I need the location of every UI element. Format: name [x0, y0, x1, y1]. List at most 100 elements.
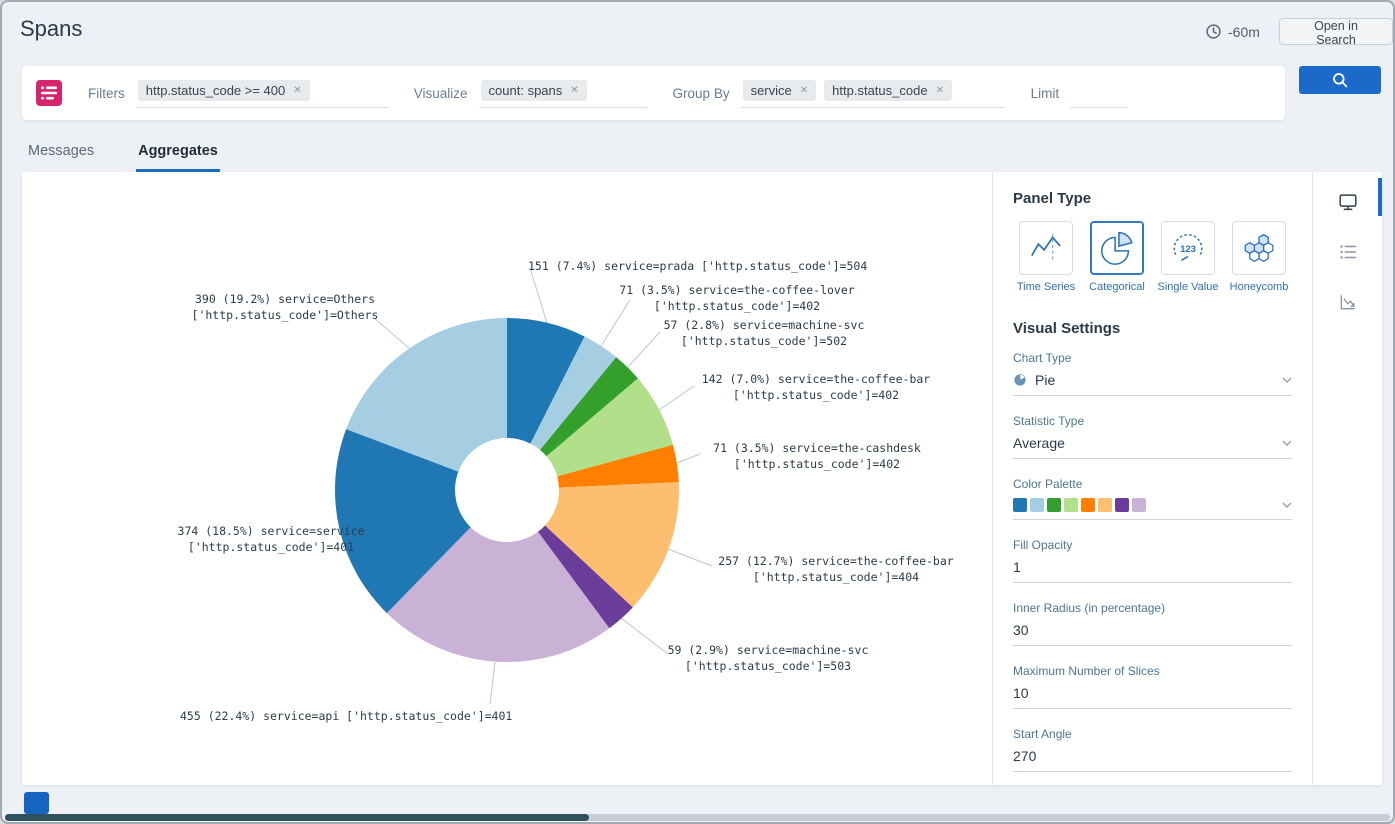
- search-icon: [1333, 73, 1348, 88]
- time-range-control[interactable]: -60m: [1205, 23, 1260, 40]
- pie-slice-the-coffee-bar-404[interactable]: [545, 482, 679, 608]
- visualize-label: Visualize: [413, 85, 468, 101]
- max-slices-field: Maximum Number of Slices 10: [1013, 664, 1292, 709]
- limit-input[interactable]: [1070, 78, 1129, 108]
- label-leader-line: [676, 453, 701, 464]
- horizontal-scrollbar[interactable]: [5, 814, 1390, 821]
- panel-type-option-categorical: Categorical: [1084, 221, 1150, 294]
- trend-view-button[interactable]: [1313, 280, 1382, 324]
- pie-slice-label: 390 (19.2%) service=Others ['http.status_…: [191, 292, 379, 322]
- pie-slice-Others-Others[interactable]: [346, 317, 507, 472]
- filter-chip[interactable]: http.status_code >= 400 ✕: [137, 80, 310, 101]
- visualize-chip[interactable]: count: spans ✕: [480, 80, 587, 101]
- fill-opacity-field: Fill Opacity 1: [1013, 538, 1292, 583]
- palette-swatch: [1098, 498, 1112, 512]
- pie-slice-label: 374 (18.5%) service=service ['http.status…: [177, 524, 365, 554]
- next-query-icon[interactable]: [24, 792, 49, 814]
- statistic-type-field: Statistic Type Average: [1013, 414, 1292, 459]
- run-query-button[interactable]: [1299, 66, 1381, 94]
- panel-type-selector: Time Series Categorical 123 Single Value Hon…: [1013, 221, 1292, 294]
- panel-type-heading: Panel Type: [1013, 190, 1092, 207]
- panel-type-option-single-value: 123 Single Value: [1155, 221, 1221, 294]
- page-title: Spans: [20, 16, 83, 41]
- active-view-indicator: [1378, 178, 1382, 216]
- chip-label: count: spans: [488, 83, 563, 98]
- pie-slice-machine-svc-503[interactable]: [537, 525, 633, 629]
- panel-type-option-time-series: Time Series: [1013, 221, 1079, 294]
- single-value-card[interactable]: 123: [1161, 221, 1215, 275]
- open-in-search-button[interactable]: Open in Search: [1279, 18, 1393, 47]
- start-angle-field: Start Angle 270: [1013, 727, 1292, 772]
- pie-slice-the-coffee-lover-402[interactable]: [530, 336, 617, 450]
- inner-radius-value: 30: [1013, 622, 1029, 638]
- panel-type-label: Single Value: [1157, 281, 1219, 293]
- chip-remove-icon[interactable]: ✕: [570, 85, 579, 96]
- palette-swatches: [1013, 498, 1146, 512]
- group-by-input[interactable]: service ✕ http.status_code ✕: [740, 78, 1005, 108]
- color-palette-label: Color Palette: [1013, 477, 1083, 491]
- palette-swatch: [1064, 498, 1078, 512]
- chart-trend-icon: [1340, 295, 1355, 310]
- chart-type-field: Chart Type Pie: [1013, 351, 1292, 396]
- statistic-type-label: Statistic Type: [1013, 414, 1085, 428]
- tab-messages[interactable]: Messages: [28, 143, 95, 159]
- start-angle-value: 270: [1013, 748, 1037, 764]
- fill-opacity-input[interactable]: 1: [1013, 559, 1292, 583]
- single-value-icon: 123: [1173, 234, 1203, 262]
- pie-slice-label: 57 (2.8%) service=machine-svc ['http.stat…: [663, 318, 865, 348]
- chip-remove-icon[interactable]: ✕: [935, 85, 944, 96]
- palette-swatch: [1013, 498, 1027, 512]
- visual-settings-heading: Visual Settings: [1013, 320, 1121, 337]
- chart-type-select[interactable]: Pie: [1013, 372, 1292, 396]
- honeycomb-card[interactable]: [1232, 221, 1286, 275]
- max-slices-input[interactable]: 10: [1013, 685, 1292, 709]
- pie-slice-label: 71 (3.5%) service=the-cashdesk ['http.sta…: [713, 441, 921, 471]
- color-palette-select[interactable]: [1013, 498, 1292, 520]
- group-by-label: Group By: [672, 85, 730, 101]
- start-angle-input[interactable]: 270: [1013, 748, 1292, 772]
- results-panel: 151 (7.4%) service=prada ['http.status_c…: [22, 172, 1382, 785]
- statistic-type-value: Average: [1013, 435, 1065, 451]
- inner-radius-label: Inner Radius (in percentage): [1013, 601, 1166, 615]
- pie-slice-prada-504[interactable]: [507, 318, 585, 444]
- palette-swatch: [1132, 498, 1146, 512]
- pie-slice-the-coffee-bar-402[interactable]: [546, 378, 673, 477]
- palette-swatch: [1115, 498, 1129, 512]
- chip-remove-icon[interactable]: ✕: [799, 85, 809, 96]
- time-series-card[interactable]: [1019, 221, 1073, 275]
- panel-type-label: Time Series: [1016, 281, 1076, 293]
- visualize-input[interactable]: count: spans ✕: [478, 78, 647, 108]
- visual-settings-sidebar: Panel Type Time Series Categorical 123 Sing…: [992, 172, 1312, 785]
- pie-slice-machine-svc-502[interactable]: [540, 357, 638, 457]
- monitor-view-button[interactable]: [1313, 180, 1382, 224]
- pie-chart-canvas: 151 (7.4%) service=prada ['http.status_c…: [22, 172, 992, 785]
- statistic-type-select[interactable]: Average: [1013, 435, 1292, 459]
- tab-aggregates[interactable]: Aggregates: [136, 139, 220, 172]
- group-by-group: Group By service ✕ http.status_code ✕: [673, 78, 1005, 108]
- label-leader-line: [620, 617, 669, 655]
- results-tabs: Messages Aggregates: [26, 139, 220, 172]
- categorical-card[interactable]: [1090, 221, 1144, 275]
- filters-input[interactable]: http.status_code >= 400 ✕: [135, 78, 388, 108]
- limit-label: Limit: [1030, 85, 1060, 101]
- chart-type-label: Chart Type: [1013, 351, 1072, 365]
- label-leader-line: [529, 267, 548, 324]
- palette-swatch: [1047, 498, 1061, 512]
- label-leader-line: [627, 331, 661, 368]
- time-range-value: -60m: [1228, 23, 1260, 40]
- filters-label: Filters: [88, 85, 125, 101]
- group-by-chip[interactable]: http.status_code ✕: [824, 80, 952, 101]
- pie-slice-the-cashdesk-402[interactable]: [557, 444, 679, 488]
- list-icon: [1339, 245, 1356, 259]
- chevron-down-icon: [1282, 440, 1292, 446]
- chip-remove-icon[interactable]: ✕: [293, 85, 302, 96]
- monitor-icon: [1338, 194, 1357, 211]
- inner-radius-input[interactable]: 30: [1013, 622, 1292, 646]
- pie-slice-api-401[interactable]: [386, 527, 610, 662]
- fill-opacity-label: Fill Opacity: [1013, 538, 1073, 552]
- pie-slice-service-401[interactable]: [335, 429, 471, 614]
- scrollbar-thumb[interactable]: [5, 814, 589, 821]
- results-list-button[interactable]: [1313, 230, 1382, 274]
- pie-slice-label: 455 (22.4%) service=api ['http.status_co…: [180, 709, 513, 723]
- group-by-chip[interactable]: service ✕: [742, 80, 817, 101]
